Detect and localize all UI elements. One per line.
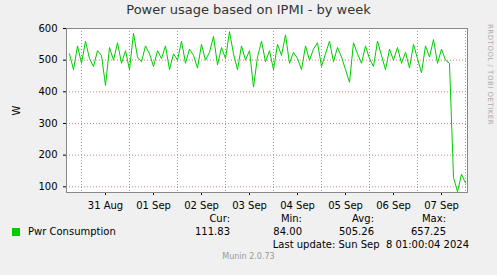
svg-text:01 Sep: 01 Sep [136,200,171,211]
svg-text:07 Sep: 07 Sep [424,200,459,211]
html-text:Min:: Min: [280,213,302,224]
html-text:Cur:: Cur: [209,213,230,224]
svg-text:31 Aug: 31 Aug [88,200,123,211]
html-text:Pwr Consumption: Pwr Consumption [28,226,116,237]
svg-text:200: 200 [38,149,57,160]
html-text:Avg:: Avg: [352,213,374,224]
svg-text:W: W [11,105,22,115]
html-text:Munin 2.0.73: Munin 2.0.73 [222,252,275,261]
html-text:Power usage based on IPMI - by: Power usage based on IPMI - by week [126,2,371,17]
svg-text:400: 400 [38,86,57,97]
html-text:657.25: 657.25 [411,226,446,237]
svg-text:500: 500 [38,54,57,65]
html-text:111.83: 111.83 [195,226,230,237]
svg-text:04 Sep: 04 Sep [280,200,315,211]
html-text:84.00: 84.00 [273,226,302,237]
html-text:Last update: Sun Sep 8 01:00:0: Last update: Sun Sep 8 01:00:04 2024 [272,239,469,250]
svg-text:300: 300 [38,118,57,129]
svg-text:03 Sep: 03 Sep [232,200,267,211]
svg-text:05 Sep: 05 Sep [328,200,363,211]
html-text:RRDTOOL / TOBI OETIKER: RRDTOOL / TOBI OETIKER [486,24,494,126]
html-text:505.26: 505.26 [339,226,374,237]
svg-text:02 Sep: 02 Sep [184,200,219,211]
html-text:Max:: Max: [422,213,446,224]
svg-text:06 Sep: 06 Sep [376,200,411,211]
svg-text:600: 600 [38,23,57,34]
svg-text:100: 100 [38,181,57,192]
